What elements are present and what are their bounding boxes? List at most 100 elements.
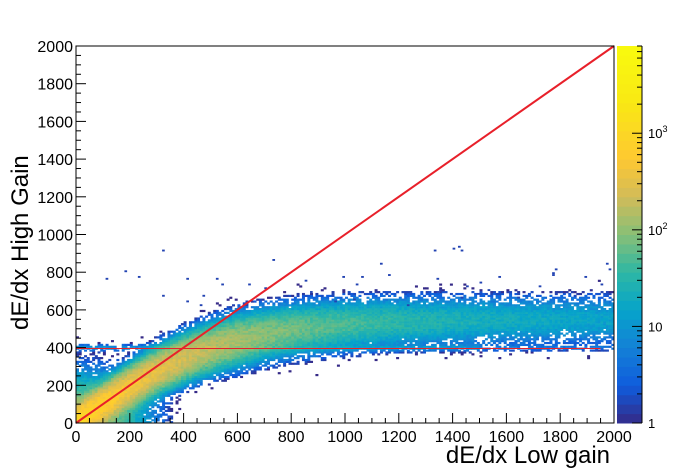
heatmap-cell <box>367 342 370 344</box>
heatmap-cell <box>418 308 421 310</box>
heatmap-cell <box>380 334 383 336</box>
heatmap-cell <box>232 344 235 346</box>
heatmap-cell <box>146 399 149 401</box>
heatmap-cell <box>186 361 189 363</box>
heatmap-cell <box>141 349 144 351</box>
heatmap-cell <box>334 314 337 316</box>
heatmap-cell <box>380 342 383 344</box>
heatmap-cell <box>79 391 82 393</box>
heatmap-cell <box>380 302 383 304</box>
heatmap-cell <box>251 333 254 335</box>
heatmap-cell <box>377 338 380 340</box>
heatmap-cell <box>329 338 332 340</box>
heatmap-cell <box>235 355 238 357</box>
heatmap-cell <box>439 317 442 319</box>
heatmap-cell <box>256 334 259 336</box>
heatmap-cell <box>267 363 270 365</box>
heatmap-cell <box>297 346 300 348</box>
heatmap-cell <box>291 310 294 312</box>
heatmap-cell <box>372 317 375 319</box>
heatmap-cell <box>208 340 211 342</box>
heatmap-cell <box>211 331 214 333</box>
heatmap-cell <box>358 316 361 318</box>
heatmap-cell <box>315 346 318 348</box>
heatmap-cell <box>165 351 168 353</box>
heatmap-cell <box>165 353 168 355</box>
heatmap-cell <box>469 334 472 336</box>
heatmap-cell <box>245 351 248 353</box>
heatmap-cell <box>426 327 429 329</box>
heatmap-cell <box>89 400 92 402</box>
heatmap-cell <box>186 336 189 338</box>
heatmap-cell <box>202 351 205 353</box>
heatmap-cell <box>280 353 283 355</box>
heatmap-cell <box>106 417 109 419</box>
heatmap-cell <box>229 319 232 321</box>
heatmap-cell <box>299 338 302 340</box>
heatmap-cell <box>122 359 125 361</box>
heatmap-cell <box>442 338 445 340</box>
heatmap-cell <box>181 372 184 374</box>
heatmap-cell <box>407 334 410 336</box>
heatmap-cell <box>235 314 238 316</box>
heatmap-cell <box>100 372 103 374</box>
heatmap-cell <box>262 327 265 329</box>
heatmap-cell <box>313 355 316 357</box>
heatmap-cell <box>463 331 466 333</box>
heatmap-cell <box>256 353 259 355</box>
heatmap-cell <box>431 297 434 299</box>
heatmap-cell <box>369 331 372 333</box>
heatmap-cell <box>154 404 157 406</box>
heatmap-cell <box>426 323 429 325</box>
heatmap-cell <box>211 342 214 344</box>
heatmap-cell <box>116 380 119 382</box>
heatmap-cell <box>385 340 388 342</box>
heatmap-cell <box>369 314 372 316</box>
heatmap-cell <box>291 346 294 348</box>
heatmap-cell <box>124 378 127 380</box>
heatmap-cell <box>426 306 429 308</box>
heatmap-cell <box>119 376 122 378</box>
heatmap-cell <box>361 327 364 329</box>
heatmap-cell <box>173 334 176 336</box>
heatmap-cell <box>189 351 192 353</box>
heatmap-cell <box>141 395 144 397</box>
heatmap-cell <box>302 306 305 308</box>
heatmap-cell <box>332 351 335 353</box>
heatmap-cell <box>245 312 248 314</box>
heatmap-cell <box>197 361 200 363</box>
heatmap-cell <box>184 355 187 357</box>
heatmap-cell <box>213 344 216 346</box>
heatmap-cell <box>340 327 343 329</box>
heatmap-cell <box>227 340 230 342</box>
heatmap-cell <box>194 325 197 327</box>
heatmap-cell <box>418 329 421 331</box>
heatmap-cell <box>202 370 205 372</box>
heatmap-cell <box>348 323 351 325</box>
heatmap-cell <box>127 370 130 372</box>
heatmap-cell <box>401 302 404 304</box>
heatmap-cell <box>280 334 283 336</box>
heatmap-cell <box>461 308 464 310</box>
heatmap-cell <box>369 291 372 293</box>
heatmap-cell <box>337 302 340 304</box>
heatmap-cell <box>127 399 130 401</box>
heatmap-cell <box>396 344 399 346</box>
heatmap-cell <box>350 331 353 333</box>
heatmap-cell <box>197 370 200 372</box>
heatmap-cell <box>208 363 211 365</box>
heatmap-cell <box>289 333 292 335</box>
heatmap-cell <box>98 363 101 365</box>
heatmap-cell <box>297 327 300 329</box>
heatmap-cell <box>130 391 133 393</box>
heatmap-cell <box>211 323 214 325</box>
heatmap-cell <box>176 342 179 344</box>
heatmap-cell <box>111 393 114 395</box>
heatmap-cell <box>146 357 149 359</box>
heatmap-cell <box>372 325 375 327</box>
heatmap-cell <box>108 383 111 385</box>
heatmap-cell <box>280 306 283 308</box>
heatmap-cell <box>318 329 321 331</box>
heatmap-cell <box>375 321 378 323</box>
heatmap-cell <box>256 365 259 367</box>
